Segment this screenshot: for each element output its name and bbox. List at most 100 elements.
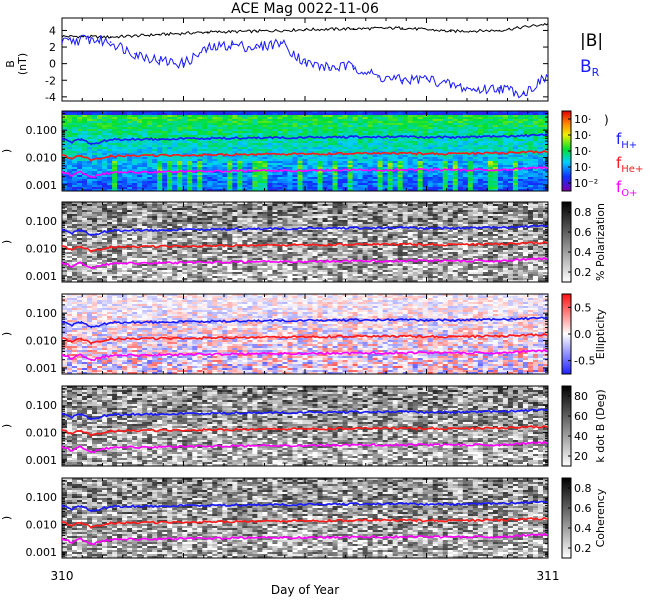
data-point xyxy=(449,519,452,522)
data-point xyxy=(304,28,306,31)
colorbar-tick-label: 10· xyxy=(574,161,592,174)
legend-h: fH+ xyxy=(616,130,637,151)
gyrofrequency-o-line xyxy=(62,440,548,454)
data-point xyxy=(80,429,83,432)
colorbar-tick-label: 0.4 xyxy=(574,246,592,259)
data-point xyxy=(62,42,63,44)
colorbar-tick-label: 10· xyxy=(574,113,592,126)
data-point xyxy=(449,411,452,414)
series-path xyxy=(62,22,548,39)
data-point xyxy=(255,228,258,230)
data-point xyxy=(255,444,258,447)
data-point xyxy=(377,76,379,78)
data-point xyxy=(80,354,83,356)
series-b-total-line xyxy=(62,22,548,39)
data-point xyxy=(304,62,306,64)
y-tick-label: 0.001 xyxy=(26,546,58,559)
data-point xyxy=(62,245,63,247)
data-point xyxy=(498,152,501,155)
data-point xyxy=(109,338,112,341)
data-point xyxy=(62,154,63,156)
gyrofrequency-h-line xyxy=(62,500,548,513)
data-point xyxy=(304,319,306,322)
data-point xyxy=(449,243,452,246)
data-point xyxy=(304,169,306,172)
data-point xyxy=(498,410,501,413)
colorbar-tick-label: 0.4 xyxy=(574,522,592,535)
data-point xyxy=(498,243,501,246)
data-point xyxy=(109,36,112,38)
data-point xyxy=(62,504,63,507)
data-point xyxy=(401,427,404,430)
data-point xyxy=(158,229,161,231)
colorbar-tick-label: 60 xyxy=(574,410,588,423)
gyrofrequency-he-line xyxy=(62,240,548,253)
y-tick-label: -2 xyxy=(45,74,56,87)
gyrofrequency-h-line xyxy=(62,224,548,237)
data-point xyxy=(70,141,73,144)
data-point xyxy=(401,168,404,171)
data-point xyxy=(498,226,501,229)
data-point xyxy=(401,135,404,138)
data-point xyxy=(498,351,501,354)
gyrofrequency-h-line xyxy=(62,408,548,421)
data-point xyxy=(158,171,161,173)
data-point xyxy=(547,150,548,153)
data-point xyxy=(109,171,112,174)
data-point xyxy=(474,89,476,91)
data-point xyxy=(70,232,73,235)
y-tick-label: 0.001 xyxy=(26,454,58,467)
data-point xyxy=(547,166,548,169)
data-point xyxy=(90,543,93,546)
data-point xyxy=(80,337,83,340)
data-point xyxy=(62,170,63,173)
data-point xyxy=(401,502,404,505)
data-point xyxy=(206,353,209,356)
data-point xyxy=(90,267,93,270)
data-point xyxy=(352,319,355,321)
data-point xyxy=(352,536,355,538)
data-point xyxy=(62,521,63,523)
colorbar xyxy=(561,201,572,283)
y-axis-label-fragment: ) xyxy=(0,332,13,336)
data-point xyxy=(255,30,258,33)
data-point xyxy=(90,176,93,179)
data-point xyxy=(158,138,161,140)
y-tick-label: 0.100 xyxy=(26,399,58,412)
data-point xyxy=(449,536,452,538)
colorbar-tick-label: 0.6 xyxy=(574,502,592,515)
data-point xyxy=(304,444,306,447)
data-point xyxy=(449,503,452,506)
data-point xyxy=(255,320,258,322)
panels-layer: -4 -2 0 2 4 B (nT) |B| BR 0.001 0.010 0.100) 10⁻² 10·… xyxy=(0,17,643,559)
data-point xyxy=(255,412,258,414)
y-tick-label: 0.001 xyxy=(26,179,58,192)
data-point xyxy=(547,500,548,503)
data-point xyxy=(449,427,452,430)
data-point xyxy=(547,441,548,444)
data-point xyxy=(80,446,83,448)
data-point xyxy=(304,244,306,246)
data-point xyxy=(80,262,83,264)
data-point xyxy=(304,136,306,139)
y-tick-label: 0.010 xyxy=(26,243,58,256)
data-point xyxy=(255,336,258,339)
data-point xyxy=(255,137,258,139)
data-point xyxy=(255,244,258,247)
data-point xyxy=(109,246,112,249)
data-point xyxy=(255,260,258,263)
data-point xyxy=(90,451,93,454)
data-point xyxy=(109,138,112,141)
data-point xyxy=(401,243,404,246)
data-point xyxy=(80,171,83,173)
data-point xyxy=(304,227,306,230)
data-point xyxy=(158,446,161,448)
data-point xyxy=(425,77,428,80)
y-tick-label: 0.100 xyxy=(26,124,58,137)
y-tick-label: 0.100 xyxy=(26,215,58,228)
data-point xyxy=(85,38,88,40)
data-point xyxy=(90,251,93,253)
y-axis-label: B xyxy=(4,60,17,68)
data-point xyxy=(352,444,355,446)
data-point xyxy=(547,133,548,136)
